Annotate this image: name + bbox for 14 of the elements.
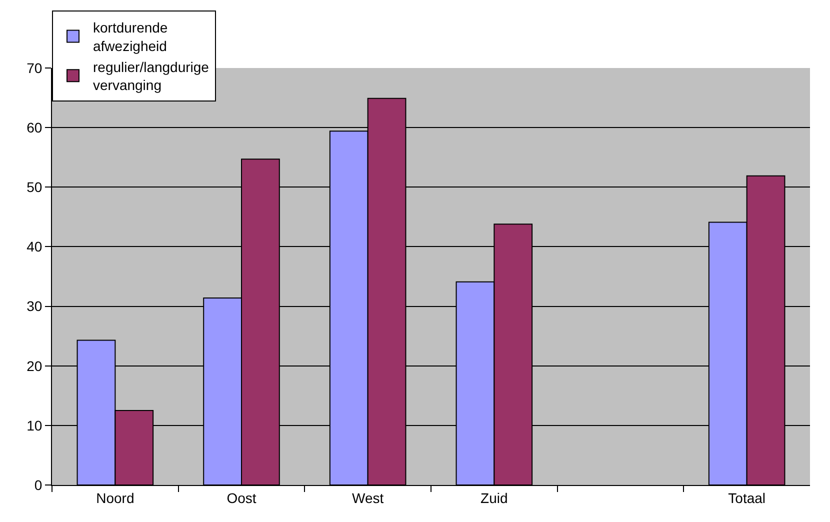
y-tick-label: 60 <box>26 119 42 136</box>
y-tick-label: 10 <box>26 417 42 434</box>
x-tick-label: Zuid <box>480 490 508 506</box>
y-tick-label: 30 <box>26 298 42 314</box>
y-tick-label: 50 <box>26 179 42 196</box>
y-tick-label: 0 <box>34 476 42 493</box>
y-tick-label: 70 <box>26 60 42 76</box>
legend-label: regulier/langdurige vervanging <box>93 59 210 94</box>
x-tick-label: Totaal <box>728 490 766 506</box>
x-tick-label: West <box>352 490 384 506</box>
y-tick-label: 20 <box>26 358 42 374</box>
x-tick-label: Noord <box>96 490 134 506</box>
x-tick-label: Oost <box>226 490 256 506</box>
y-tick-label: 40 <box>26 238 42 255</box>
